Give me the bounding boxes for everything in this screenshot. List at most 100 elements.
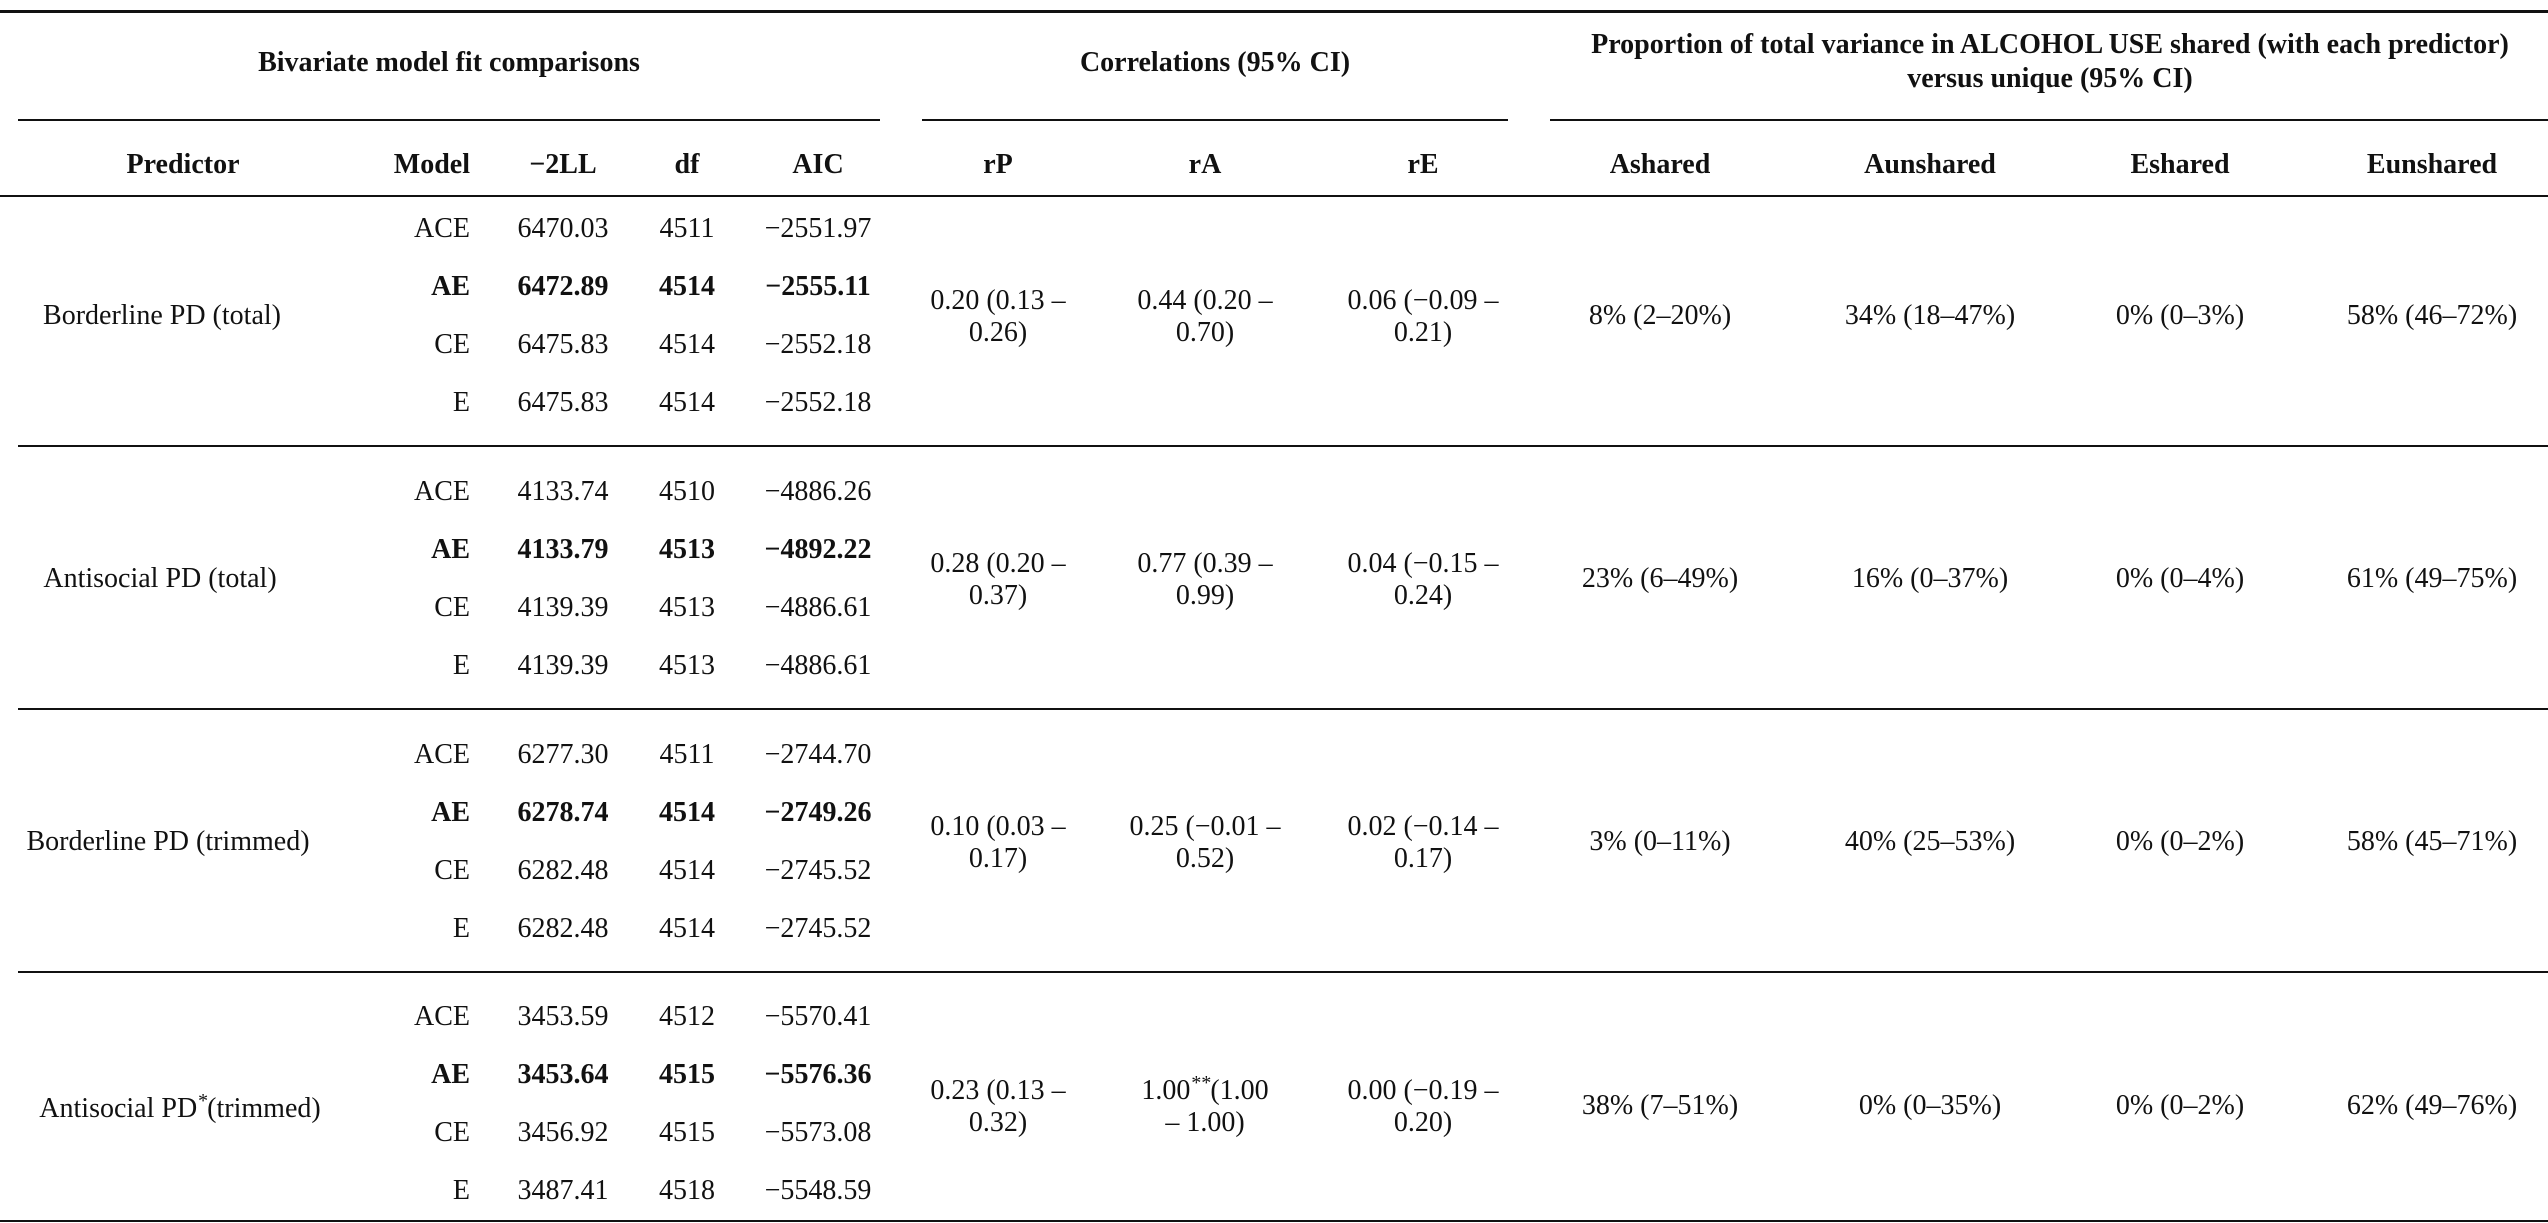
col-header-re: rE <box>1407 149 1439 180</box>
rp-cell-line2: 0.37) <box>968 580 1028 611</box>
ra-cell-line2: 0.70) <box>1175 317 1235 348</box>
ll-cell: 6470.03 <box>517 213 609 244</box>
ll-cell-best: 3453.64 <box>517 1059 609 1090</box>
ll-cell-best: 6472.89 <box>517 271 609 302</box>
col-header-ashared: Ashared <box>1609 149 1711 180</box>
predictor-label-main: Antisocial PD <box>39 1093 198 1124</box>
ra-cell-line1: 0.77 (0.39 – <box>1137 548 1273 579</box>
model-cell: CE <box>434 329 470 360</box>
re-cell-line1: 0.04 (−0.15 – <box>1347 548 1499 579</box>
ra-cell-line1: 0.44 (0.20 – <box>1137 285 1273 316</box>
ra-cell-line1: 1.00**(1.00 <box>1141 1072 1269 1108</box>
df-cell: 4518 <box>659 1175 715 1206</box>
ll-cell: 4139.39 <box>517 650 609 681</box>
group-header-correlations: Correlations (95% CI) <box>1079 47 1351 78</box>
ll-cell-best: 6278.74 <box>517 797 609 828</box>
eshared-cell: 0% (0–2%) <box>2115 826 2245 857</box>
footnote-marker: * <box>197 1090 208 1112</box>
ll-cell: 4139.39 <box>517 592 609 623</box>
df-cell: 4513 <box>659 592 715 623</box>
footnote-marker: ** <box>1190 1072 1211 1094</box>
aic-cell: −5548.59 <box>764 1175 872 1206</box>
aunshared-cell: 34% (18–47%) <box>1844 300 2016 331</box>
df-cell-best: 4513 <box>659 534 715 565</box>
eshared-cell: 0% (0–3%) <box>2115 300 2245 331</box>
model-cell: ACE <box>414 213 470 244</box>
model-cell: E <box>452 650 470 681</box>
block-separator <box>18 708 2548 710</box>
ashared-cell: 8% (2–20%) <box>1588 300 1732 331</box>
aunshared-cell: 0% (0–35%) <box>1858 1090 2002 1121</box>
ra-cell-line2: 0.99) <box>1175 580 1235 611</box>
ra-cell-line1: 0.25 (−0.01 – <box>1129 811 1281 842</box>
block-separator <box>18 971 2548 973</box>
model-cell: E <box>452 1175 470 1206</box>
aic-cell: −4886.26 <box>764 476 872 507</box>
model-cell: E <box>452 387 470 418</box>
ra-cell-line2: 0.52) <box>1175 843 1235 874</box>
rp-cell-line1: 0.23 (0.13 – <box>930 1075 1066 1106</box>
rp-cell-line1: 0.20 (0.13 – <box>930 285 1066 316</box>
col-header-ra: rA <box>1188 149 1222 180</box>
re-cell-line1: 0.02 (−0.14 – <box>1347 811 1499 842</box>
header-bottom-rule <box>0 195 2548 197</box>
aic-cell: −5573.08 <box>764 1117 872 1148</box>
model-cell: ACE <box>414 739 470 770</box>
ll-cell: 6282.48 <box>517 855 609 886</box>
aic-cell: −2552.18 <box>764 387 872 418</box>
aic-cell-best: −4892.22 <box>764 534 872 565</box>
model-cell: ACE <box>414 476 470 507</box>
eshared-cell: 0% (0–2%) <box>2115 1090 2245 1121</box>
aic-cell: −2745.52 <box>764 913 872 944</box>
rp-cell-line2: 0.32) <box>968 1107 1028 1138</box>
aunshared-cell: 40% (25–53%) <box>1844 826 2016 857</box>
df-cell: 4514 <box>659 855 715 886</box>
col-header-eunshared: Eunshared <box>2366 149 2498 180</box>
re-cell-line1: 0.00 (−0.19 – <box>1347 1075 1499 1106</box>
ashared-cell: 3% (0–11%) <box>1589 826 1731 857</box>
model-cell: CE <box>434 1117 470 1148</box>
model-cell-best: AE <box>431 1059 470 1090</box>
df-cell: 4511 <box>659 213 715 244</box>
df-cell: 4512 <box>659 1001 715 1032</box>
df-cell: 4510 <box>659 476 715 507</box>
rp-cell-line1: 0.10 (0.03 – <box>930 811 1066 842</box>
model-cell: ACE <box>414 1001 470 1032</box>
aic-cell: −4886.61 <box>764 650 872 681</box>
ashared-cell: 23% (6–49%) <box>1581 563 1739 594</box>
re-cell-line2: 0.17) <box>1393 843 1453 874</box>
group-header-proportion: Proportion of total variance in ALCOHOL … <box>1591 29 2509 94</box>
group-rule-corr <box>922 119 1508 121</box>
df-cell-best: 4514 <box>659 271 715 302</box>
aic-cell: −2745.52 <box>764 855 872 886</box>
ll-cell: 6475.83 <box>517 387 609 418</box>
aic-cell: −4886.61 <box>764 592 872 623</box>
predictor-label: Antisocial PD (total) <box>43 563 277 594</box>
df-cell: 4513 <box>659 650 715 681</box>
col-header-2ll: −2LL <box>529 149 597 180</box>
col-header-model: Model <box>393 149 470 180</box>
eunshared-cell: 62% (49–76%) <box>2346 1090 2518 1121</box>
predictor-label: Borderline PD (trimmed) <box>26 826 310 857</box>
df-cell-best: 4514 <box>659 797 715 828</box>
aic-cell: −2552.18 <box>764 329 872 360</box>
col-header-aic: AIC <box>792 149 844 180</box>
col-header-eshared: Eshared <box>2130 149 2230 180</box>
rp-cell-line2: 0.26) <box>968 317 1028 348</box>
col-header-aunshared: Aunshared <box>1864 149 1996 180</box>
df-cell: 4514 <box>659 913 715 944</box>
aunshared-cell: 16% (0–37%) <box>1851 563 2009 594</box>
ll-cell: 3487.41 <box>517 1175 609 1206</box>
df-cell: 4514 <box>659 387 715 418</box>
block-separator <box>18 445 2548 447</box>
model-cell: CE <box>434 592 470 623</box>
aic-cell: −5570.41 <box>764 1001 872 1032</box>
ll-cell: 6475.83 <box>517 329 609 360</box>
aic-cell-best: −5576.36 <box>764 1059 872 1090</box>
col-header-df: df <box>674 149 700 180</box>
ra-value: 1.00 <box>1141 1075 1191 1106</box>
df-cell: 4514 <box>659 329 715 360</box>
ashared-cell: 38% (7–51%) <box>1581 1090 1739 1121</box>
ra-ci-start: (1.00 <box>1210 1075 1269 1106</box>
ll-cell: 3453.59 <box>517 1001 609 1032</box>
